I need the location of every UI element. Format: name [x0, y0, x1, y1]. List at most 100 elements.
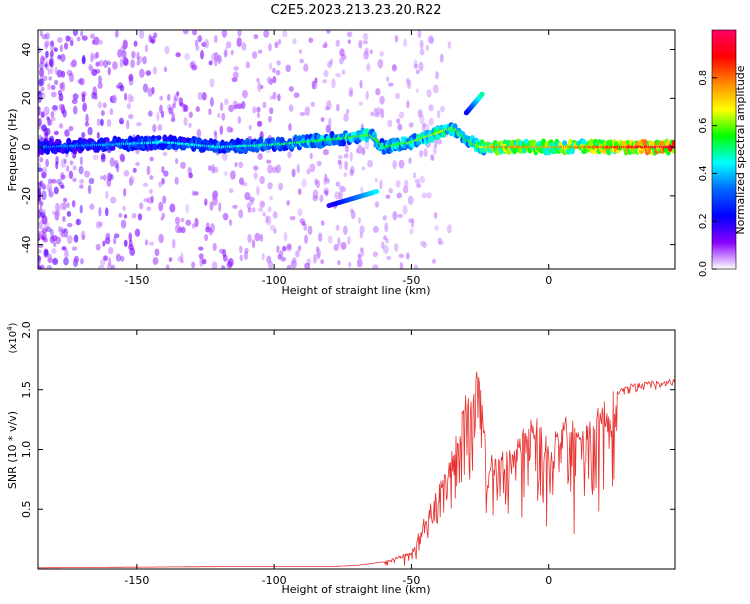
heatmap-cell: [41, 124, 47, 132]
heatmap-cell: [119, 255, 125, 262]
heatmap-cell: [341, 69, 346, 75]
heatmap-cell: [228, 219, 233, 227]
heatmap-cell: [174, 224, 181, 234]
heatmap-cell: [53, 186, 59, 195]
heatmap-cell: [147, 87, 153, 97]
heatmap-cell: [177, 226, 183, 234]
heatmap-cell: [379, 137, 385, 145]
heatmap-cell: [38, 181, 42, 192]
heatmap-cell: [144, 44, 149, 53]
heatmap-cell: [122, 205, 126, 211]
heatmap-cell: [349, 151, 353, 162]
heatmap-cell: [299, 218, 306, 224]
heatmap-cell: [59, 202, 65, 211]
heatmap-cell: [113, 233, 120, 239]
heatmap-cell: [387, 119, 393, 128]
heatmap-cell: [212, 195, 218, 206]
heatmap-cell: [333, 243, 339, 252]
heatmap-cell: [394, 92, 401, 100]
heatmap-cell: [60, 174, 66, 180]
heatmap-cell: [253, 171, 258, 180]
heatmap-cell: [56, 178, 62, 185]
heatmap-cell: [175, 158, 179, 165]
heatmap-cell: [66, 211, 72, 217]
heatmap-cell: [382, 215, 387, 221]
heatmap-cell: [103, 59, 109, 68]
heatmap-cell: [110, 264, 116, 269]
heatmap-cell: [343, 113, 349, 122]
heatmap-cell: [56, 37, 63, 43]
heatmap-cell: [276, 245, 280, 254]
heatmap-cell: [97, 81, 103, 89]
heatmap-cell: [372, 264, 379, 269]
heatmap-cell: [66, 69, 73, 77]
heatmap-cell: [139, 30, 145, 39]
heatmap-cell: [208, 60, 213, 66]
heatmap-cell: [128, 73, 134, 82]
heatmap-cell: [374, 201, 380, 208]
heatmap-cell: [403, 38, 408, 48]
heatmap-cell: [379, 179, 383, 190]
heatmap-cell: [70, 61, 76, 68]
heatmap-cell: [53, 242, 57, 247]
heatmap-cell: [41, 167, 48, 174]
heatmap-cell: [159, 95, 163, 101]
heatmap-cell: [319, 194, 324, 203]
heatmap-cell: [63, 257, 69, 266]
heatmap-cell: [83, 170, 90, 178]
heatmap-cell: [44, 63, 48, 68]
heatmap-cell: [431, 258, 437, 264]
heatmap-cell: [382, 245, 389, 254]
x-tick-label: -150: [124, 574, 149, 587]
heatmap-cell: [43, 140, 49, 145]
heatmap-cell: [279, 249, 284, 259]
snr-y-axis-label: SNR (10 * v/v): [6, 411, 19, 489]
heatmap-cell: [343, 225, 348, 235]
heatmap-cell: [200, 50, 204, 60]
heatmap-cell: [44, 60, 49, 71]
heatmap-cell: [377, 58, 384, 69]
heatmap-cell: [71, 200, 76, 208]
heatmap-cell: [375, 88, 381, 96]
heatmap-cell: [234, 161, 238, 168]
heatmap-cell: [358, 39, 363, 49]
y-tick-label: 1.0: [20, 441, 33, 459]
heatmap-cell: [323, 69, 329, 78]
heatmap-cell: [57, 54, 62, 60]
x-tick-label: 0: [545, 274, 552, 287]
heatmap-cell: [166, 93, 171, 102]
heatmap-cell: [76, 218, 80, 226]
heatmap-cell: [73, 255, 79, 263]
heatmap-cell: [106, 178, 112, 187]
heatmap-cell: [168, 257, 173, 262]
heatmap-cell: [169, 203, 176, 213]
heatmap-cell: [123, 239, 128, 248]
y-tick-label: 20: [20, 91, 33, 105]
heatmap-cell: [631, 148, 637, 155]
heatmap-cell: [380, 241, 385, 250]
colorbar-tick-label: 0.0: [698, 261, 709, 277]
heatmap-cell: [359, 79, 363, 89]
heatmap-cell: [72, 30, 78, 37]
heatmap-cell: [671, 148, 675, 154]
heatmap-cell: [266, 255, 272, 264]
heatmap-cell: [329, 130, 335, 139]
heatmap-cell: [408, 157, 412, 164]
heatmap-cell: [60, 184, 65, 189]
heatmap-cell: [81, 35, 88, 41]
heatmap-cell: [409, 228, 414, 235]
heatmap-cell: [58, 123, 64, 129]
heatmap-cell: [174, 93, 179, 102]
heatmap-cell: [370, 111, 374, 117]
heatmap-cell: [267, 43, 272, 52]
heatmap-cell: [313, 253, 317, 264]
heatmap-cell: [291, 257, 297, 264]
heatmap-cell: [397, 213, 403, 219]
heatmap-cell: [426, 89, 432, 98]
heatmap-cell: [136, 122, 142, 127]
y-tick-label: 0: [20, 144, 33, 151]
heatmap-cell: [149, 175, 154, 180]
heatmap-cell: [78, 165, 84, 175]
heatmap-cell: [562, 140, 568, 147]
heatmap-cell: [55, 202, 60, 212]
